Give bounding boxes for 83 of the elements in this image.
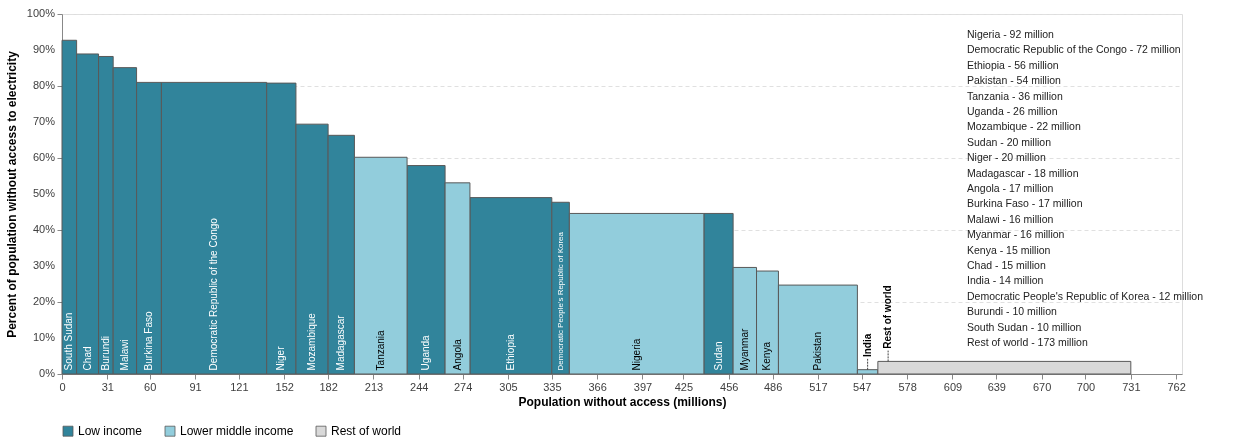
x-tick-label: 121 [230, 380, 249, 393]
x-tick-label: 213 [364, 380, 384, 393]
annotation: Angola - 17 million [967, 182, 1054, 194]
y-tick-label: 80% [32, 79, 56, 91]
annotation: Uganda - 26 million [967, 105, 1058, 117]
y-tick-label: 50% [32, 187, 56, 199]
y-tick-label: 40% [32, 223, 56, 235]
annotation: Myanmar [738, 328, 750, 371]
x-tick-label: 274 [453, 380, 473, 393]
annotation: Pakistan - 54 million [967, 74, 1062, 87]
annotation: Burkina Faso - 17 million [967, 197, 1083, 210]
x-tick-label: 609 [943, 380, 963, 393]
y-tick-label: 60% [32, 151, 56, 163]
y-tick-label: 100% [26, 7, 56, 19]
annotation: Chad - 15 million [967, 259, 1046, 271]
y-tick-label: 20% [32, 295, 56, 307]
annotation: Niger - 20 million [967, 151, 1046, 164]
annotation: Rest of world [882, 285, 894, 349]
x-tick-label: 397 [633, 380, 653, 393]
x-axis-title: Population without access (millions) [518, 394, 727, 409]
annotation: Nigeria [630, 338, 642, 371]
x-tick-label: 517 [809, 380, 828, 393]
annotation: Uganda [420, 334, 432, 371]
x-tick-label: 305 [499, 380, 518, 393]
x-tick-label: 547 [853, 380, 872, 393]
y-tick-label: 90% [32, 43, 56, 55]
annotation: Pakistan [811, 332, 823, 371]
annotation: Chad [81, 346, 93, 371]
annotation: Burundi - 10 million [967, 305, 1058, 318]
x-tick-label: 0 [59, 380, 66, 393]
annotation: Ethiopia - 56 million [967, 58, 1059, 71]
annotation: Democratic People's Republic of Korea - 12 million [967, 289, 1204, 302]
y-tick-label: 10% [32, 331, 56, 343]
annotation: Angola [451, 338, 463, 371]
annotation: Madagascar - 18 million [967, 166, 1079, 179]
annotation: Mozambique [306, 312, 318, 371]
x-tick-label: 670 [1032, 380, 1052, 393]
legend-label: Low income [78, 424, 143, 439]
y-tick-label: 30% [32, 259, 56, 271]
x-tick-label: 31 [101, 380, 114, 393]
x-tick-label: 244 [410, 380, 429, 393]
y-tick-label: 70% [32, 115, 56, 127]
annotation: South Sudan [63, 312, 75, 371]
annotation: Ethiopia [504, 333, 516, 371]
annotation: Mozambique - 22 million [967, 120, 1081, 133]
x-tick-label: 152 [275, 380, 294, 393]
annotation: Malawi [118, 339, 130, 371]
annotation: Sudan [712, 341, 724, 371]
x-tick-label: 366 [588, 380, 607, 393]
x-tick-label: 578 [898, 380, 917, 393]
annotation: Nigeria - 92 million [967, 28, 1055, 40]
x-tick-label: 731 [1122, 380, 1141, 393]
annotation: Democratic Republic of the Congo - 72 million [967, 43, 1181, 56]
y-tick-label: 0% [39, 367, 56, 379]
annotation: India [861, 333, 873, 358]
annotation: India - 14 million [967, 274, 1044, 287]
annotation: Rest of world - 173 million [967, 336, 1088, 348]
annotation: Burkina Faso [143, 311, 154, 371]
annotation: Niger [275, 345, 287, 371]
annotation: Kenya - 15 million [967, 243, 1051, 256]
annotation: Tanzania [374, 329, 386, 371]
x-tick-label: 91 [189, 380, 202, 393]
x-tick-label: 700 [1076, 380, 1096, 393]
x-tick-label: 639 [987, 380, 1006, 393]
annotation: Madagascar [335, 314, 347, 371]
annotation: South Sudan - 10 million [967, 320, 1082, 333]
y-axis-title: Percent of population without access to electricity [5, 50, 19, 338]
x-tick-label: 762 [1167, 380, 1186, 393]
annotation: Malawi - 16 million [967, 212, 1054, 225]
x-tick-label: 335 [543, 380, 562, 393]
annotation: Burundi [99, 335, 111, 371]
annotation: Myanmar - 16 million [967, 228, 1065, 241]
legend-label: Lower middle income [180, 424, 294, 439]
annotation: Democratic Republic of the Congo [208, 217, 220, 371]
x-tick-label: 182 [319, 380, 338, 393]
annotation: Tanzania - 36 million [967, 89, 1063, 102]
x-tick-label: 60 [144, 380, 157, 393]
annotation: Kenya [761, 341, 773, 371]
x-tick-label: 486 [763, 380, 783, 393]
x-tick-label: 425 [674, 380, 694, 393]
annotation: Sudan - 20 million [967, 135, 1052, 148]
x-tick-label: 456 [720, 380, 739, 393]
legend-label: Rest of world [331, 424, 402, 439]
